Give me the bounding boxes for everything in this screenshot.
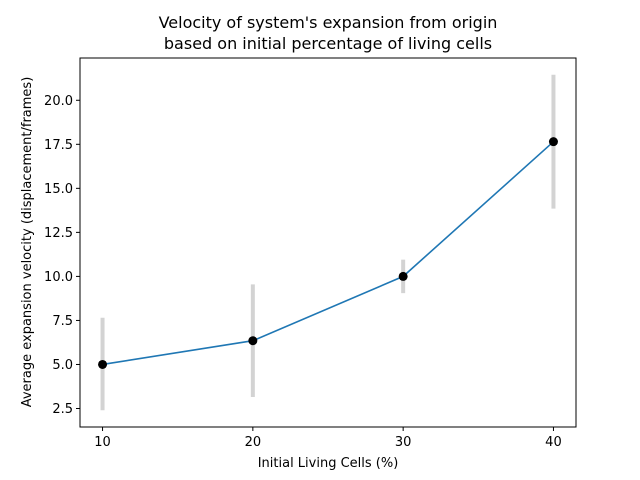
x-tick-label: 30: [395, 435, 412, 450]
y-tick-label: 12.5: [44, 226, 73, 241]
y-tick-label: 7.5: [52, 314, 73, 329]
data-point: [248, 336, 258, 346]
y-axis: 2.5 5.0 7.5 10.0 12.5 15.0 17.5 20.0: [44, 94, 80, 417]
y-axis-label: Average expansion velocity (displacement…: [20, 77, 35, 408]
x-tick-label: 10: [94, 435, 111, 450]
y-tick-label: 2.5: [52, 402, 73, 417]
plot-frame: [79, 57, 577, 428]
y-tick-label: 20.0: [44, 94, 73, 109]
x-axis: 10 20 30 40: [94, 427, 562, 450]
x-tick-label: 40: [545, 435, 562, 450]
x-axis-label: Initial Living Cells (%): [258, 456, 399, 471]
x-tick-label: 20: [245, 435, 262, 450]
y-tick-label: 10.0: [44, 270, 73, 285]
data-point: [548, 137, 558, 147]
y-tick-label: 15.0: [44, 182, 73, 197]
y-tick-label: 5.0: [52, 358, 73, 373]
y-tick-label: 17.5: [44, 138, 73, 153]
chart-title-line-1: Velocity of system's expansion from orig…: [159, 13, 498, 32]
data-point: [398, 271, 408, 281]
chart-title-line-2: based on initial percentage of living ce…: [164, 34, 492, 53]
data-point: [98, 359, 108, 369]
series-line: [102, 141, 554, 366]
plot-area: [98, 74, 558, 411]
